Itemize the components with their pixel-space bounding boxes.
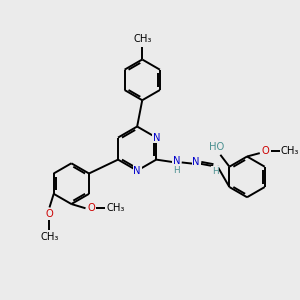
Text: O: O: [88, 203, 96, 213]
Text: CH₃: CH₃: [133, 34, 152, 44]
Text: N: N: [192, 158, 200, 167]
Text: N: N: [152, 133, 160, 142]
Text: HO: HO: [209, 142, 225, 152]
Text: CH₃: CH₃: [40, 232, 59, 242]
Text: N: N: [134, 166, 141, 176]
Text: N: N: [173, 156, 181, 166]
Text: CH₃: CH₃: [280, 146, 299, 156]
Text: O: O: [46, 209, 53, 220]
Text: O: O: [262, 146, 269, 156]
Text: H: H: [212, 167, 219, 176]
Text: H: H: [174, 166, 180, 175]
Text: CH₃: CH₃: [106, 203, 124, 213]
